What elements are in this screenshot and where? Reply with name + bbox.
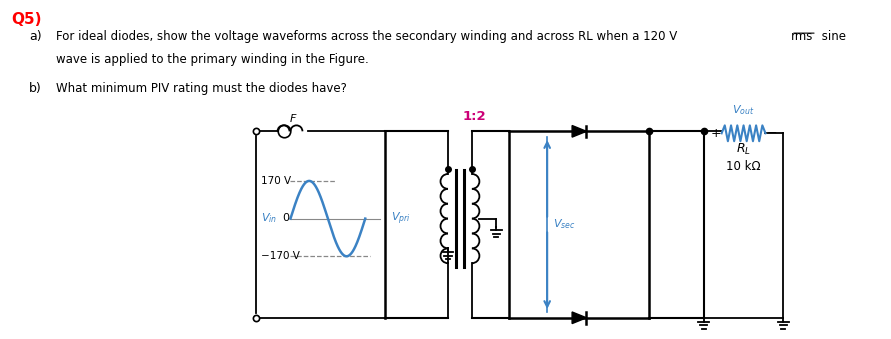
Text: 0: 0	[282, 213, 289, 223]
Text: −170 V: −170 V	[260, 251, 299, 261]
Text: Q5): Q5)	[12, 12, 42, 27]
Text: $V_{out}$: $V_{out}$	[732, 104, 755, 117]
Text: b): b)	[29, 82, 42, 95]
Text: What minimum PIV rating must the diodes have?: What minimum PIV rating must the diodes …	[56, 82, 347, 95]
Text: +: +	[710, 127, 721, 140]
Text: $V_{in}$: $V_{in}$	[260, 211, 277, 224]
Text: rms: rms	[791, 30, 813, 43]
Text: sine: sine	[818, 30, 846, 43]
Text: $R_L$: $R_L$	[736, 142, 751, 157]
Text: 10 kΩ: 10 kΩ	[726, 160, 761, 173]
Text: 170 V: 170 V	[260, 176, 290, 186]
Text: 1:2: 1:2	[462, 111, 486, 123]
Polygon shape	[572, 125, 586, 137]
Text: $V_{sec}$: $V_{sec}$	[553, 218, 576, 232]
Text: F: F	[290, 114, 296, 124]
Text: wave is applied to the primary winding in the Figure.: wave is applied to the primary winding i…	[56, 53, 369, 66]
Text: $V_{pri}$: $V_{pri}$	[391, 211, 411, 227]
Text: For ideal diodes, show the voltage waveforms across the secondary winding and ac: For ideal diodes, show the voltage wavef…	[56, 30, 677, 43]
Text: −: −	[766, 127, 777, 140]
Text: a): a)	[29, 30, 42, 43]
Polygon shape	[572, 312, 586, 324]
